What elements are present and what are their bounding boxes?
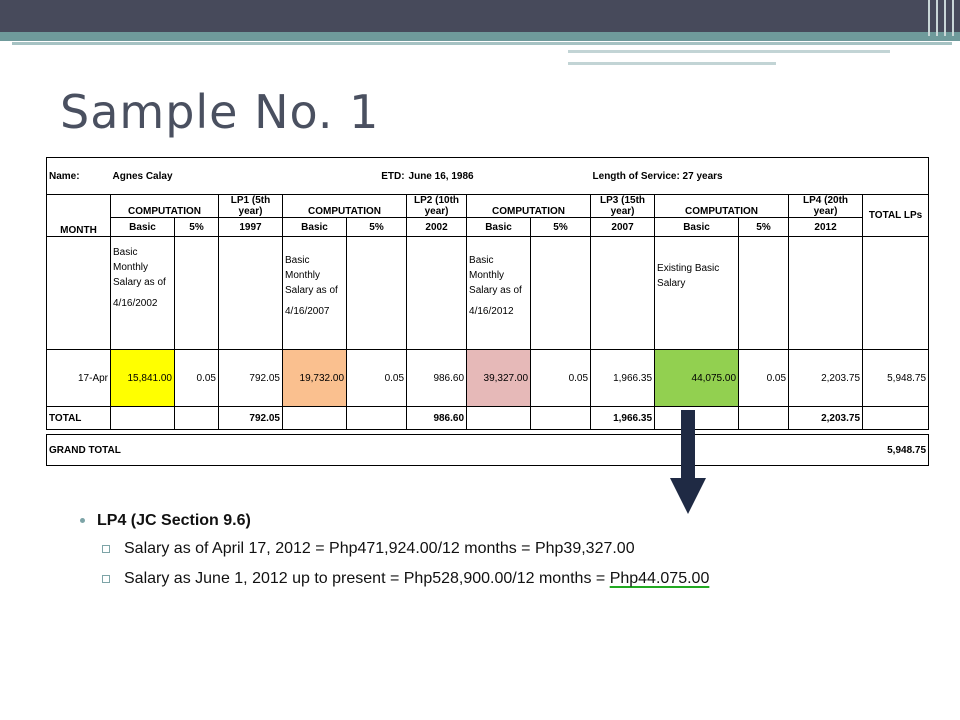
total-label: TOTAL [46, 406, 111, 430]
lp1-header: LP1 (5th year) [218, 194, 283, 218]
month-header: MONTH [46, 194, 111, 237]
column-group-row: MONTH COMPUTATION LP1 (5th year) COMPUTA… [46, 194, 930, 237]
lp3-total: 1,966.35 [590, 406, 656, 430]
etd-value: June 16, 1986 [406, 157, 591, 195]
total-lps-header: TOTAL LPs [862, 194, 930, 237]
lp4-amount: 2,203.75 [788, 349, 864, 407]
grand-total-value: 5,948.75 [466, 434, 930, 466]
down-arrow-icon [670, 410, 706, 514]
accent-band [0, 32, 960, 41]
employee-header-row: Name: Agnes Calay ETD: June 16, 1986 Len… [46, 157, 930, 195]
lp2-total: 986.60 [406, 406, 468, 430]
grand-total-row: GRAND TOTAL 5,948.75 [45, 434, 930, 466]
top-banner [0, 0, 960, 32]
month-cell: 17-Apr [46, 349, 111, 407]
lp2-description: Basic Monthly Salary as of 4/16/2007 [281, 236, 348, 350]
salary-table: Name: Agnes Calay ETD: June 16, 1986 Len… [45, 157, 930, 466]
lp3-description: Basic Monthly Salary as of 4/16/2012 [466, 236, 532, 350]
rate-header: 5% [738, 217, 790, 237]
existing-basic-salary: 44,075.00 [654, 349, 740, 407]
total-lps-amount: 5,948.75 [862, 349, 930, 407]
year-2007-header: 2007 [590, 217, 656, 237]
totals-row: TOTAL 792.05 986.60 1,966.35 2,203.75 [46, 406, 930, 430]
year-2012-header: 2012 [788, 217, 864, 237]
rate-cell: 0.05 [738, 349, 790, 407]
rate-cell: 0.05 [530, 349, 592, 407]
corner-stripe [936, 0, 938, 36]
corner-stripe [944, 0, 946, 36]
highlighted-salary: Php44.075.00 [609, 570, 710, 587]
lp4-header: LP4 (20th year) [788, 194, 864, 218]
bullet-main: LP4 (JC Section 9.6) [80, 512, 251, 530]
accent-line [12, 42, 952, 45]
square-bullet-icon [102, 544, 110, 553]
arrow-head [670, 478, 706, 514]
data-row: 17-Apr 15,841.00 0.05 792.05 19,732.00 0… [46, 349, 930, 407]
basic-salary-2007: 19,732.00 [281, 349, 348, 407]
lp4-description: Existing Basic Salary [654, 236, 740, 350]
lp3-amount: 1,966.35 [590, 349, 656, 407]
computation-header: COMPUTATION [110, 194, 219, 218]
corner-stripe [928, 0, 930, 36]
column-header-row: Basic 5% 1997 Basic 5% 2002 Basic 5% 200… [47, 217, 929, 237]
accent-line-shorter [568, 62, 776, 65]
basic-salary-2002: 15,841.00 [110, 349, 175, 407]
basic-header: Basic [110, 217, 175, 237]
year-2002-header: 2002 [406, 217, 468, 237]
basic-salary-2012: 39,327.00 [466, 349, 532, 407]
name-value: Agnes Calay [110, 157, 347, 195]
basic-header: Basic [281, 217, 348, 237]
length-of-service: Length of Service: 27 years [590, 157, 930, 195]
rate-header: 5% [530, 217, 592, 237]
lp1-amount: 792.05 [218, 349, 283, 407]
accent-line-short [568, 50, 890, 53]
basic-header: Basic [654, 217, 740, 237]
computation-header: COMPUTATION [281, 194, 408, 218]
name-label: Name: [46, 157, 111, 195]
square-bullet-icon [102, 574, 110, 583]
bullet-dot-icon [80, 518, 85, 524]
rate-header: 5% [174, 217, 219, 237]
rate-cell: 0.05 [346, 349, 408, 407]
lp3-header: LP3 (15th year) [590, 194, 656, 218]
description-row: Basic Monthly Salary as of 4/16/2002 Basi… [46, 236, 930, 350]
arrow-shaft [681, 410, 695, 480]
lp4-total: 2,203.75 [788, 406, 864, 430]
lp2-header: LP2 (10th year) [406, 194, 468, 218]
corner-stripe [952, 0, 954, 36]
bullet-sub-2: Salary as June 1, 2012 up to present = P… [102, 570, 709, 588]
rate-cell: 0.05 [174, 349, 219, 407]
etd-label: ETD: [346, 157, 407, 195]
slide-title: Sample No. 1 [60, 85, 380, 139]
basic-header: Basic [466, 217, 532, 237]
lp2-amount: 986.60 [406, 349, 468, 407]
computation-header: COMPUTATION [466, 194, 592, 218]
bullet-sub-1: Salary as of April 17, 2012 = Php471,924… [102, 540, 635, 558]
rate-header: 5% [346, 217, 408, 237]
computation-header: COMPUTATION [654, 194, 790, 218]
lp1-description: Basic Monthly Salary as of 4/16/2002 [110, 236, 175, 350]
year-1997-header: 1997 [218, 217, 283, 237]
lp1-total: 792.05 [218, 406, 283, 430]
grand-total-label: GRAND TOTAL [45, 434, 467, 466]
